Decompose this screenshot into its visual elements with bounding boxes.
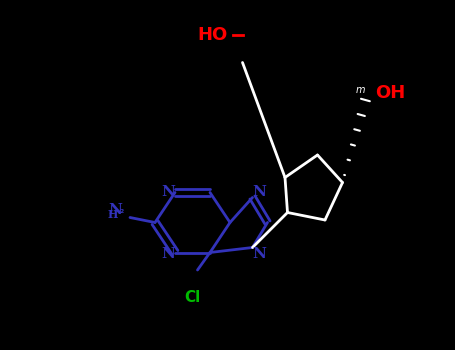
- Text: HO: HO: [197, 26, 228, 44]
- Text: N: N: [161, 246, 175, 260]
- Text: N: N: [253, 246, 267, 260]
- Text: OH: OH: [375, 84, 405, 101]
- Text: N: N: [108, 203, 122, 217]
- Text: m: m: [355, 85, 365, 95]
- Text: N: N: [161, 184, 175, 198]
- Text: N: N: [253, 184, 267, 198]
- Text: Cl: Cl: [184, 290, 201, 305]
- Text: H: H: [107, 210, 117, 221]
- Text: ₂: ₂: [120, 205, 124, 215]
